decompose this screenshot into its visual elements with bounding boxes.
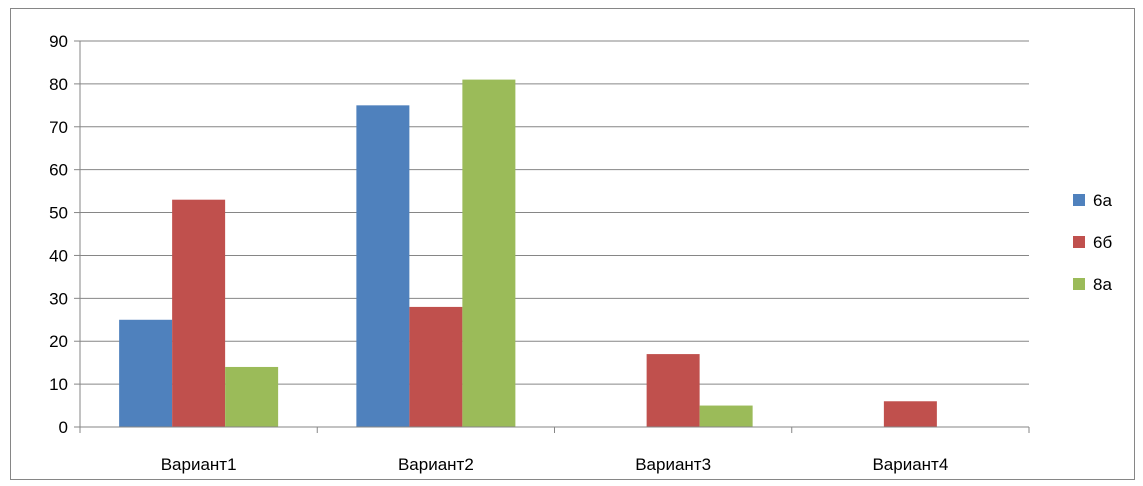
x-category-label: Вариант1: [161, 455, 237, 474]
bar-6б-Вариант1: [172, 199, 226, 427]
bar-6а-Вариант1: [119, 319, 173, 427]
x-category-label: Вариант3: [635, 455, 711, 474]
legend-swatch: [1073, 194, 1085, 206]
axes: [74, 40, 1030, 433]
x-category-label: Вариант2: [398, 455, 474, 474]
y-tick-label: 20: [49, 332, 68, 351]
bar-8а-Вариант2: [462, 79, 516, 427]
legend-label: 6а: [1093, 191, 1112, 210]
bars: [119, 79, 937, 427]
legend-label: 6б: [1093, 233, 1112, 252]
legend-label: 8а: [1093, 275, 1112, 294]
y-tick-label: 80: [49, 75, 68, 94]
y-tick-label: 0: [59, 418, 68, 437]
bar-6б-Вариант3: [646, 354, 700, 427]
y-tick-label: 10: [49, 375, 68, 394]
bar-6б-Вариант2: [409, 306, 463, 427]
y-tick-label: 70: [49, 118, 68, 137]
bar-6а-Вариант2: [356, 105, 410, 427]
y-tick-label: 90: [49, 32, 68, 51]
legend: 6а 6б 8а: [1073, 191, 1112, 294]
legend-swatch: [1073, 236, 1085, 248]
y-tick-label: 30: [49, 289, 68, 308]
legend-swatch: [1073, 278, 1085, 290]
y-tick-labels: 0 10 20 30 40 50 60 70 80 90: [49, 32, 68, 437]
bar-8а-Вариант1: [225, 366, 279, 427]
bar-6б-Вариант4: [883, 401, 937, 427]
bar-8а-Вариант3: [699, 405, 753, 427]
y-tick-label: 50: [49, 204, 68, 223]
y-tick-label: 40: [49, 246, 68, 265]
y-tick-label: 60: [49, 161, 68, 180]
x-category-labels: Вариант1 Вариант2 Вариант3 Вариант4: [161, 455, 949, 474]
x-category-label: Вариант4: [872, 455, 948, 474]
